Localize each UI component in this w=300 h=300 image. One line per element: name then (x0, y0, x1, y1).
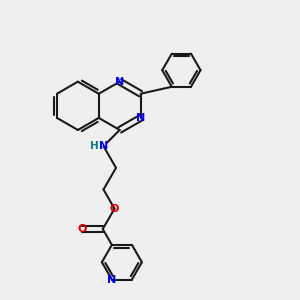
Text: O: O (77, 224, 87, 234)
Text: N: N (107, 274, 116, 284)
Text: O: O (110, 204, 119, 214)
Text: N: N (99, 141, 108, 151)
Text: N: N (136, 113, 145, 123)
Text: H: H (90, 141, 98, 151)
Text: N: N (115, 77, 124, 87)
